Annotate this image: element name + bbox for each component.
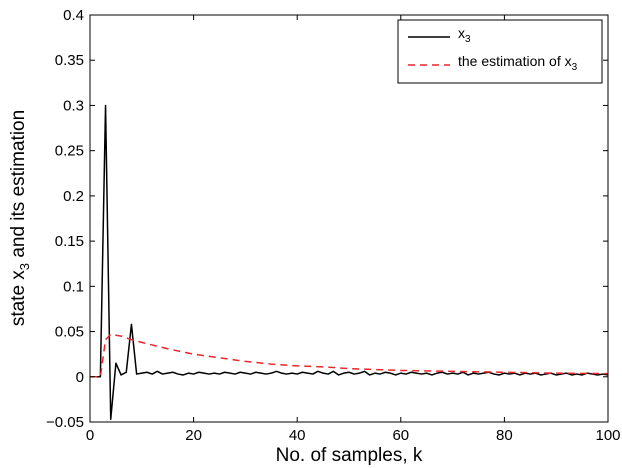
y-tick-label: 0.3 xyxy=(63,97,84,114)
legend-label-x3: x3 xyxy=(458,25,471,45)
x-axis-label: No. of samples, k xyxy=(276,445,423,466)
plot-frame xyxy=(89,14,609,423)
legend-label-x3-sub: 3 xyxy=(465,34,471,45)
y-tick-label: 0.2 xyxy=(63,188,84,205)
legend: x3 the estimation of x3 xyxy=(397,19,603,84)
legend-label-estimation: the estimation of x3 xyxy=(458,53,578,73)
legend-label-x3-main: x xyxy=(458,25,465,41)
y-axis-label-rest: and its estimation xyxy=(8,110,29,263)
y-tick-label: −0.05 xyxy=(46,414,84,431)
x-tick-label: 40 xyxy=(289,427,306,444)
y-tick-label: 0 xyxy=(76,369,84,386)
x-tick-label: 0 xyxy=(86,427,94,444)
legend-box xyxy=(397,19,603,84)
series-layer xyxy=(90,104,609,421)
x-tick-label: 60 xyxy=(392,427,409,444)
series-line-estimation xyxy=(90,333,609,378)
y-tick-label: 0.25 xyxy=(55,143,84,160)
x-tick-label: 80 xyxy=(496,427,513,444)
x-tick-label: 100 xyxy=(595,427,620,444)
y-tick-label: 0.35 xyxy=(55,52,84,69)
y-axis-label: state x3 and its estimation xyxy=(8,110,32,326)
ticks-layer: 0 20 40 60 80 100−0.0500.050.10.150.20.250.30… xyxy=(46,7,620,444)
y-axis-label-sub: 3 xyxy=(17,263,32,270)
legend-label-estimation-main: the estimation of x xyxy=(458,53,572,69)
y-tick-label: 0.1 xyxy=(63,278,84,295)
y-tick-label: 0.15 xyxy=(55,233,84,250)
y-tick-label: 0.4 xyxy=(63,7,84,24)
x-tick-label: 20 xyxy=(185,427,202,444)
y-tick-label: 0.05 xyxy=(55,324,84,341)
series-line-x3 xyxy=(90,104,609,421)
legend-label-estimation-sub: 3 xyxy=(572,62,578,73)
y-axis-label-main: state x xyxy=(8,270,29,326)
